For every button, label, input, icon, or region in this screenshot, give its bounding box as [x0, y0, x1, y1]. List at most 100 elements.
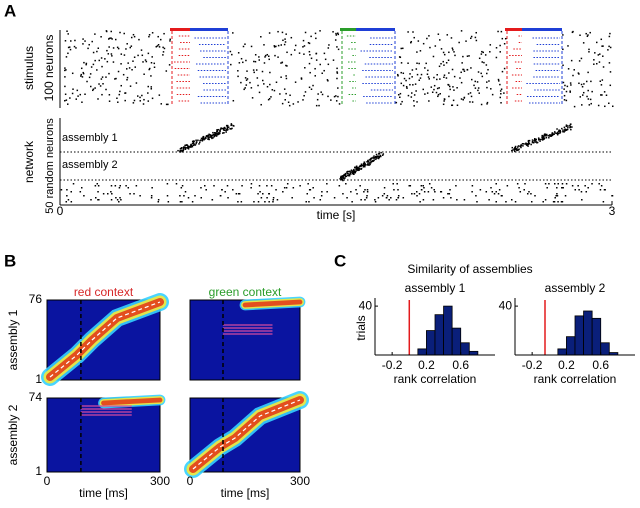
spike	[151, 187, 153, 189]
spike	[342, 177, 345, 179]
spike	[522, 145, 524, 147]
spike	[270, 96, 272, 98]
spike	[201, 140, 204, 142]
spike	[599, 80, 602, 82]
bar	[460, 342, 470, 356]
spike	[601, 45, 603, 47]
spike	[188, 145, 190, 148]
spike	[333, 95, 336, 98]
spike	[64, 99, 66, 102]
spike	[202, 135, 205, 138]
spike	[224, 127, 226, 130]
spike	[207, 136, 209, 138]
spike	[578, 82, 580, 85]
spike	[601, 94, 603, 96]
spike	[280, 44, 283, 46]
x-tick-label: 0.6	[592, 358, 609, 372]
row-label: assembly 2	[6, 404, 20, 465]
spike	[593, 59, 595, 61]
spike	[225, 129, 227, 132]
spike	[571, 126, 573, 128]
spike	[140, 49, 143, 51]
spike	[523, 189, 525, 191]
spike	[92, 51, 95, 54]
spike	[264, 201, 266, 203]
heatmap-band	[101, 397, 163, 406]
spike	[226, 185, 229, 187]
spike	[547, 134, 549, 137]
spike	[292, 103, 295, 105]
spike	[413, 105, 415, 107]
spike	[401, 100, 403, 103]
spike	[219, 128, 222, 130]
spike	[573, 69, 575, 71]
spike	[556, 128, 558, 130]
spike	[528, 142, 531, 145]
spike	[360, 199, 362, 201]
x-label: time [ms]	[221, 486, 270, 500]
spike	[479, 189, 482, 191]
spike	[500, 102, 502, 104]
spike	[569, 126, 572, 128]
spike	[205, 189, 207, 191]
spike	[436, 78, 438, 81]
spike	[210, 136, 212, 139]
spike	[327, 47, 330, 49]
spike	[488, 199, 490, 201]
spike	[411, 76, 413, 78]
spike	[134, 66, 137, 68]
spike	[237, 75, 239, 78]
spike	[286, 51, 288, 54]
spike	[115, 77, 117, 80]
spike	[60, 189, 63, 191]
spike	[552, 132, 554, 135]
spike	[428, 183, 431, 185]
spike	[124, 92, 126, 94]
spike	[386, 195, 389, 197]
spike	[202, 136, 204, 139]
spike	[573, 105, 576, 108]
spike	[382, 153, 385, 155]
spike	[489, 51, 491, 53]
spike	[493, 193, 496, 195]
spike	[409, 83, 411, 86]
spike	[359, 165, 361, 168]
spike	[249, 81, 251, 84]
spike	[319, 30, 321, 32]
spike	[253, 201, 255, 203]
spike	[563, 88, 565, 90]
spike	[308, 201, 310, 203]
spike	[380, 155, 382, 158]
spike	[110, 30, 112, 33]
spike	[290, 36, 293, 39]
spike	[349, 170, 351, 173]
spike	[92, 63, 95, 66]
spike	[579, 34, 581, 36]
spike	[336, 77, 338, 80]
spike	[184, 191, 187, 193]
y-tick-label: 40	[359, 298, 373, 312]
spike	[427, 76, 430, 78]
spike	[375, 153, 378, 156]
spike	[442, 197, 445, 199]
spike	[513, 148, 515, 150]
spike	[370, 161, 372, 164]
spike	[75, 47, 77, 49]
spike	[408, 77, 411, 80]
spike	[450, 197, 452, 199]
spike	[232, 189, 234, 191]
spike	[268, 97, 271, 100]
spike	[388, 199, 390, 201]
spike	[332, 31, 334, 33]
spike	[378, 155, 381, 158]
spike	[222, 132, 224, 134]
spike	[580, 83, 583, 86]
spike	[310, 88, 313, 90]
spike	[110, 185, 113, 187]
spike	[460, 30, 463, 32]
spike	[110, 199, 113, 201]
spike	[184, 144, 186, 147]
spike	[353, 171, 355, 174]
spike	[602, 201, 605, 203]
spike	[309, 71, 311, 74]
